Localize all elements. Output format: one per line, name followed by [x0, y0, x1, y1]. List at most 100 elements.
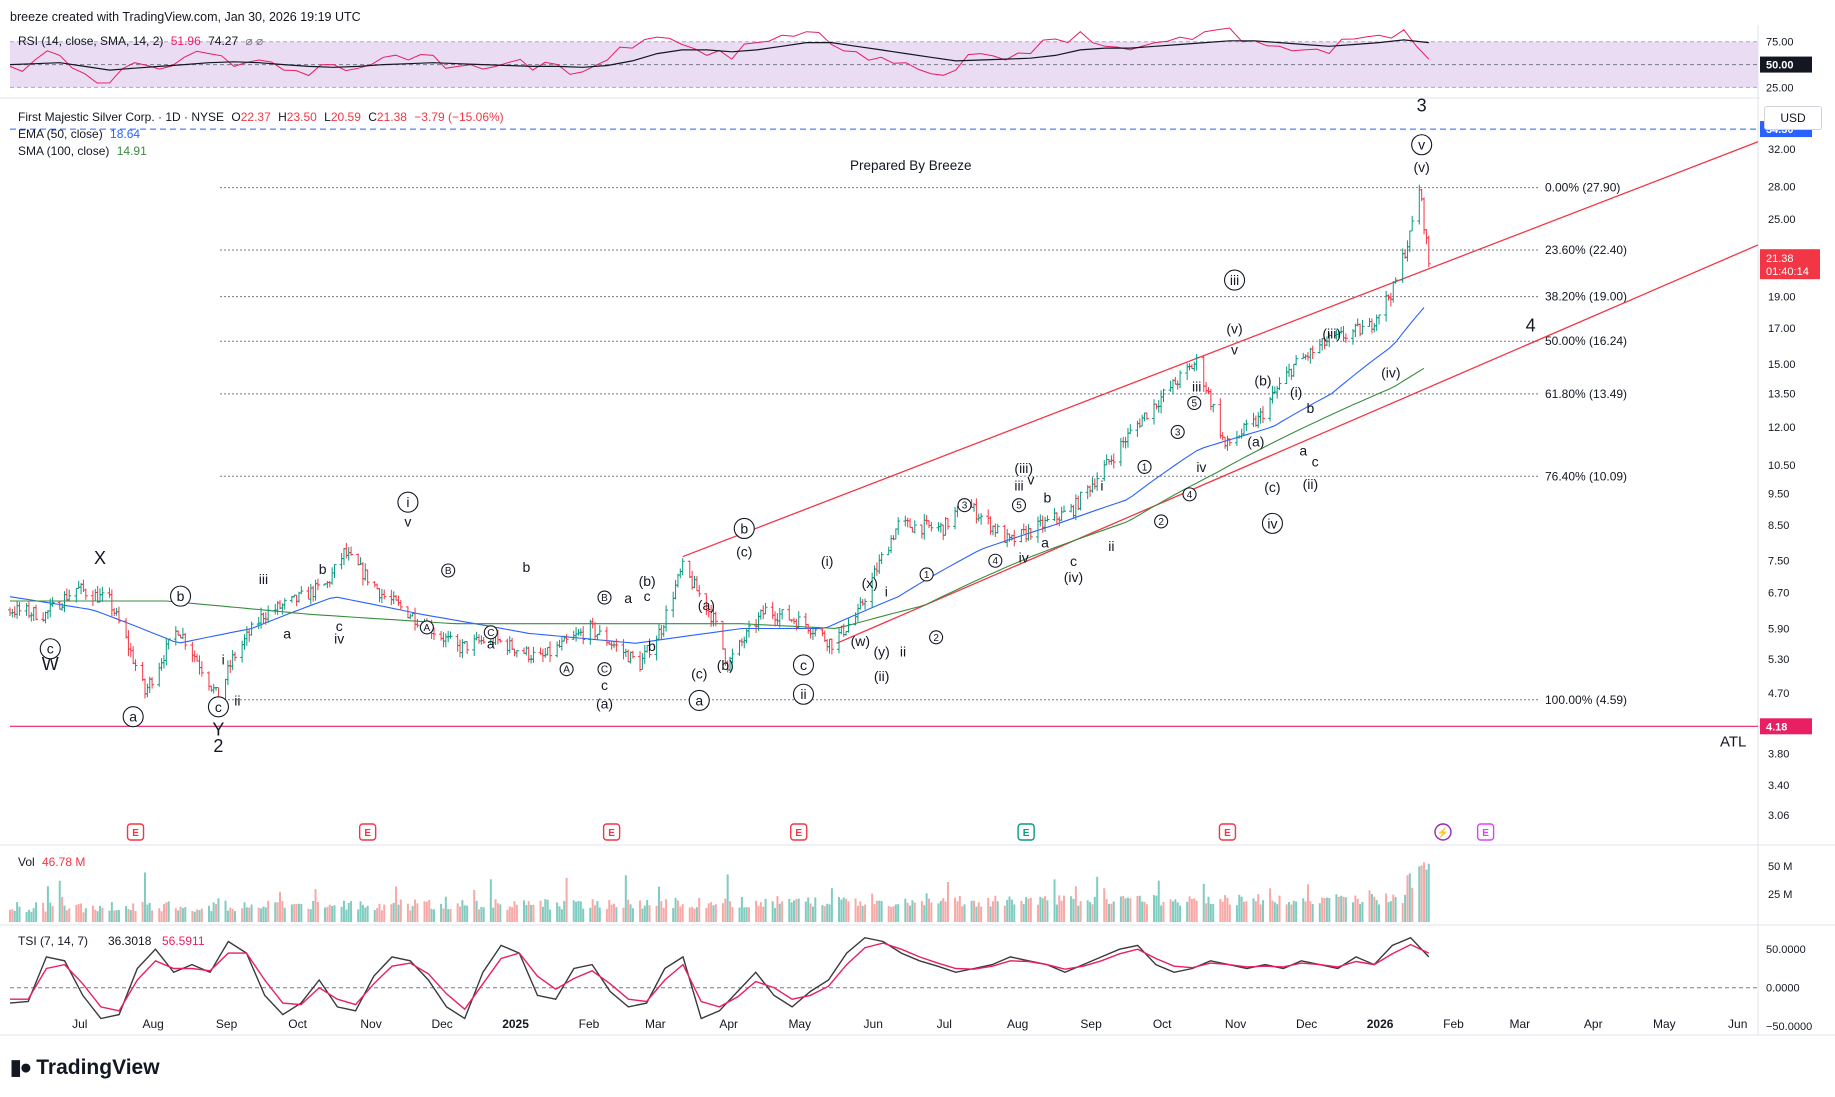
price-scale-label-5: 19.00 [1768, 292, 1796, 304]
ohlc-bar [180, 627, 185, 640]
volume-bar [248, 907, 251, 922]
volume-bar [414, 899, 417, 922]
volume-bar [615, 907, 618, 922]
volume-bar [1425, 869, 1428, 922]
ohlc-bar [943, 517, 948, 536]
volume-bar [234, 911, 237, 922]
rsi-scale-label-1: 25.00 [1766, 82, 1794, 94]
wave-label-46: 1 [924, 570, 930, 581]
ohlc-bar [166, 638, 171, 650]
ohlc-bar [1144, 412, 1149, 420]
ohlc-bar [1005, 528, 1010, 548]
ohlc-bar [628, 651, 633, 664]
volume-bar [987, 897, 990, 922]
ohlc-bar [1270, 385, 1275, 404]
ohlc-bar [363, 563, 368, 581]
volume-bar [257, 907, 260, 922]
ohlc-bar [197, 655, 202, 675]
ohlc-bars [8, 184, 1431, 704]
volume-bar [27, 909, 30, 922]
ohlc-bar [986, 509, 991, 525]
volume-bar [1003, 905, 1006, 922]
volume-bar [447, 909, 450, 922]
volume-bar [1036, 904, 1039, 922]
ohlc-bar [825, 639, 830, 652]
volume-bar [101, 907, 104, 922]
ohlc-bar [1227, 438, 1232, 447]
ohlc-bar [576, 628, 581, 636]
volume-bar [1356, 898, 1359, 922]
ohlc-bar [1206, 387, 1211, 394]
ohlc-bar [526, 646, 531, 663]
symbol-legend[interactable]: First Majestic Silver Corp. · 1D · NYSE … [18, 110, 508, 124]
currency-button[interactable]: USD [1764, 106, 1822, 130]
price-scale-label-15: 5.90 [1768, 624, 1789, 636]
ohlc-bar [988, 516, 993, 535]
ohlc-bar [919, 524, 924, 539]
ohlc-bar [472, 634, 477, 656]
volume-bar [94, 909, 97, 922]
wave-label-85: 4 [1526, 316, 1536, 336]
wave-label-69: (v) [1226, 320, 1242, 336]
volume-bar [75, 904, 78, 922]
ema-legend[interactable]: EMA (50, close) 18.64 [18, 127, 144, 141]
wave-label-55: b [1044, 489, 1052, 505]
wave-label-6: ii [234, 692, 240, 708]
ohlc-bar [1275, 385, 1280, 399]
volume-bar [714, 904, 717, 922]
volume-bar [1290, 904, 1293, 922]
volume-bar [1373, 896, 1376, 922]
volume-bar [854, 898, 857, 922]
volume-bar [726, 874, 729, 922]
volume-bar [1335, 894, 1338, 922]
ohlc-bar [240, 640, 245, 663]
wave-label-circle-61 [1137, 459, 1152, 474]
volume-bar [991, 901, 994, 922]
tsi-legend-value: 36.3018 [108, 934, 152, 948]
channel-line-0 [682, 141, 1759, 558]
volume-bar [390, 904, 393, 922]
ohlc-bar [313, 579, 318, 601]
ohlc-bar [656, 623, 661, 640]
ohlc-bar [929, 521, 934, 532]
sma-legend[interactable]: SMA (100, close) 14.91 [18, 144, 151, 158]
time-axis-label-11: Jun [864, 1017, 883, 1031]
volume-bar [473, 889, 476, 922]
volume-bar [177, 910, 180, 922]
ohlc-bar [1256, 412, 1261, 429]
ohlc-bar [1192, 361, 1197, 372]
rsi-legend[interactable]: RSI (14, close, SMA, 14, 2) 51.96 74.27 … [18, 34, 267, 48]
tsi-scale-label-1: 0.0000 [1766, 983, 1800, 995]
ohlc-bar [195, 653, 200, 662]
volume-bar [359, 901, 362, 922]
volume-bar [1096, 876, 1099, 922]
ohlc-bar [199, 661, 204, 677]
volume-bar [527, 901, 530, 922]
tradingview-logo[interactable]: ▮● TradingView [10, 1055, 160, 1080]
ohlc-bar [306, 586, 311, 600]
earnings-marker-2: E [608, 828, 615, 839]
volume-bar [1224, 895, 1227, 922]
wave-label-12: b [319, 561, 327, 577]
ohlc-bar [1353, 323, 1358, 338]
wave-label-44: ii [900, 643, 906, 659]
wave-label-52: iii [1014, 477, 1023, 493]
ohlc-bar [531, 646, 536, 663]
wave-label-51: iv [1019, 549, 1029, 565]
volume-bar [724, 898, 727, 922]
ohlc-bar [341, 547, 346, 566]
ohlc-bar [1140, 414, 1145, 427]
ohlc-bar [927, 520, 932, 529]
wave-label-28: C [601, 665, 608, 676]
ohlc-bar [1225, 435, 1230, 451]
earnings-marker-4: E [1023, 828, 1030, 839]
ohlc-bar [910, 526, 915, 533]
volume-bar [80, 903, 83, 922]
ohlc-bar [1021, 523, 1026, 534]
volume-bar [672, 908, 675, 922]
ohlc-bar [912, 520, 917, 534]
tradingview-wordmark: TradingView [36, 1055, 160, 1079]
volume-bar [1361, 901, 1364, 922]
price-scale-label-6: 17.00 [1768, 323, 1796, 335]
wave-label-16: v [404, 514, 411, 530]
